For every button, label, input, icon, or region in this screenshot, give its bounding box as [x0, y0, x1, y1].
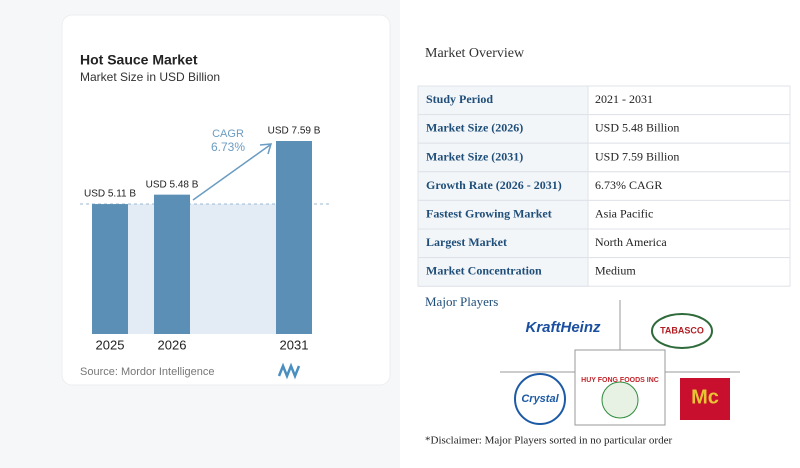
row-label-cell [417, 114, 589, 144]
cagr-arrowhead [259, 143, 273, 155]
row-value: 2021 - 2031 [595, 92, 653, 106]
row-value: Asia Pacific [595, 206, 653, 220]
row-label-cell [417, 171, 589, 201]
bar [276, 141, 312, 334]
chart-subtitle: Market Size in USD Billion [80, 70, 220, 84]
value-label: USD 7.59 B [268, 126, 321, 137]
reference-area [128, 204, 276, 334]
cagr-value: 6.73% [211, 140, 245, 154]
overview-title: Market Overview [425, 46, 525, 61]
row-label: Fastest Growing Market [426, 206, 552, 220]
logo-shape [680, 378, 730, 420]
row-label: Market Size (2026) [426, 121, 523, 135]
chart-title: Hot Sauce Market [80, 52, 198, 68]
brand-logo [277, 362, 301, 380]
logo-shape [514, 373, 566, 425]
cagr-arrow [192, 144, 271, 201]
bar [92, 204, 128, 334]
row-label: Market Size (2031) [426, 149, 523, 163]
player-logo: HUY FONG FOODS INC [581, 377, 659, 384]
x-tick-label: 2031 [280, 337, 309, 352]
player-logo: KraftHeinz [525, 319, 601, 336]
row-label-cell [417, 85, 589, 116]
cagr-label: CAGR [212, 128, 244, 140]
value-label: USD 5.11 B [84, 189, 136, 200]
value-label: USD 5.48 B [146, 179, 199, 190]
logo-shape [601, 381, 639, 419]
row-label: Market Concentration [426, 264, 542, 278]
row-label: Largest Market [426, 235, 507, 249]
row-label-cell [417, 257, 589, 287]
disclaimer: *Disclaimer: Major Players sorted in no … [425, 435, 672, 447]
row-label-cell [417, 199, 589, 230]
player-logo: TABASCO [660, 325, 704, 335]
row-value: North America [595, 235, 667, 249]
players-title: Major Players [425, 294, 498, 309]
source: Source: Mordor Intelligence [80, 366, 215, 378]
x-tick-label: 2025 [96, 337, 125, 352]
row-value: USD 7.59 Billion [595, 149, 679, 163]
row-value: USD 5.48 Billion [595, 121, 679, 135]
row-value: Medium [595, 264, 636, 278]
x-tick-label: 2026 [158, 337, 187, 352]
bar [154, 194, 190, 334]
row-value: 6.73% CAGR [595, 178, 662, 192]
row-label-cell [417, 142, 589, 173]
logo-shape [651, 313, 713, 349]
row-label: Study Period [426, 92, 493, 106]
player-logo: Mc [691, 386, 719, 408]
player-logo: Crystal [521, 393, 559, 405]
row-label: Growth Rate (2026 - 2031) [426, 178, 562, 192]
